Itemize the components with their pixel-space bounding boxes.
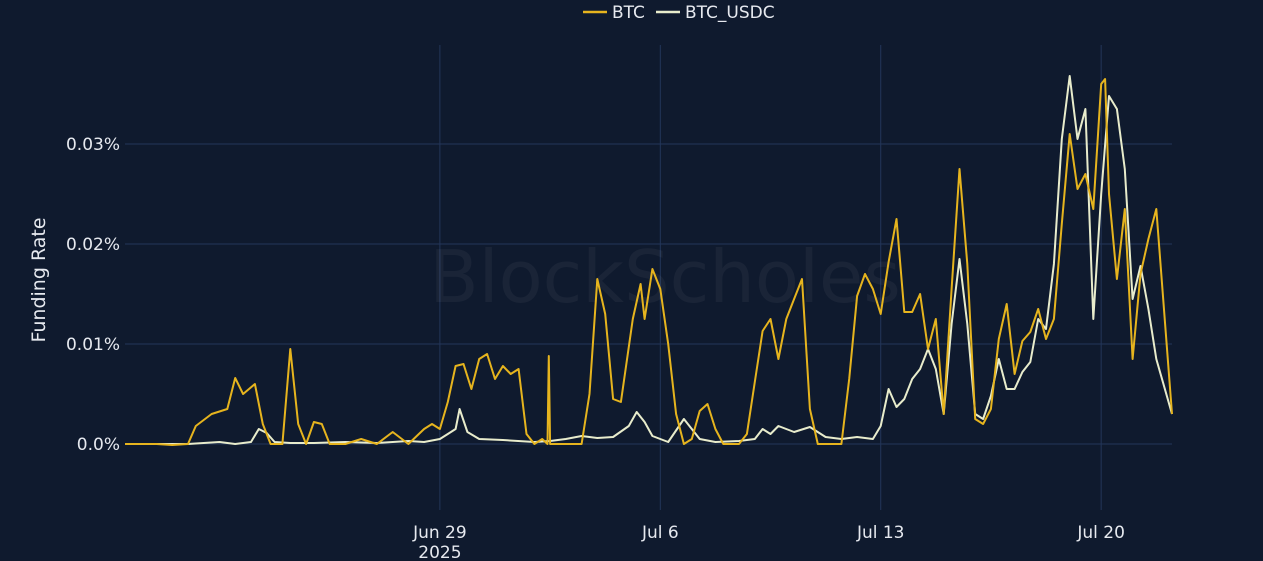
x-tick-year-label: 2025 [418, 543, 461, 561]
x-tick-label: Jul 6 [641, 523, 679, 543]
y-tick-label: 0.01% [66, 335, 120, 355]
series-layer [125, 75, 1173, 446]
y-axis: 0.0% 0.01% 0.02% 0.03% [66, 135, 120, 455]
y-tick-label: 0.03% [66, 135, 120, 155]
x-tick-label: Jun 29 [412, 523, 467, 543]
series-line-btc [125, 78, 1173, 446]
series-line-btc-usdc [125, 75, 1173, 445]
y-tick-label: 0.02% [66, 235, 120, 255]
grid [125, 45, 1172, 510]
x-tick-label: Jul 20 [1076, 523, 1125, 543]
watermark: BlockScholes [429, 235, 901, 319]
y-tick-label: 0.0% [77, 435, 120, 455]
legend: BTC BTC_USDC [583, 3, 775, 23]
x-tick-label: Jul 13 [856, 523, 905, 543]
y-axis-title: Funding Rate [28, 217, 50, 342]
legend-label: BTC [612, 3, 645, 23]
legend-label: BTC_USDC [685, 3, 775, 23]
